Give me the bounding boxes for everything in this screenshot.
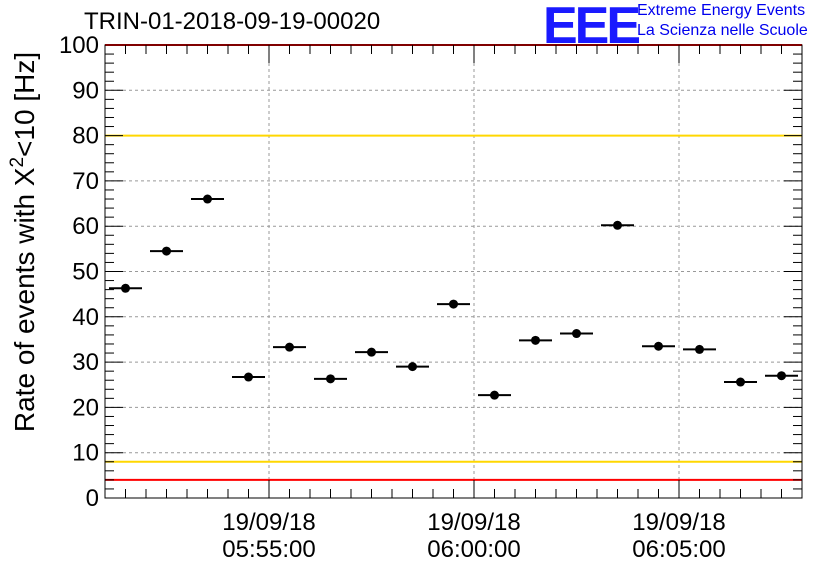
y-axis-label: Rate of events with X2<10 [Hz] — [7, 52, 40, 432]
y-tick-label: 0 — [86, 485, 99, 512]
logo-text-line1: Extreme Energy Events — [637, 2, 806, 19]
data-point — [736, 377, 745, 387]
data-point — [613, 220, 622, 230]
x-tick-labels: 19/09/1805:55:0019/09/1806:00:0019/09/18… — [222, 509, 725, 563]
data-point — [162, 246, 171, 256]
x-tick-date: 19/09/18 — [632, 509, 725, 536]
y-tick-label: 20 — [72, 394, 99, 421]
y-tick-label: 80 — [72, 123, 99, 150]
data-point — [367, 347, 376, 357]
data-point — [326, 374, 335, 384]
y-tick-label: 40 — [72, 304, 99, 331]
run-title: TRIN-01-2018-09-19-00020 — [84, 8, 381, 35]
data-point — [654, 341, 663, 351]
data-point — [408, 362, 417, 372]
reference-lines — [105, 44, 802, 481]
x-tick-date: 19/09/18 — [222, 509, 315, 536]
data-point — [490, 390, 499, 400]
x-tick-time: 05:55:00 — [222, 536, 315, 563]
y-tick-label: 50 — [72, 259, 99, 286]
data-point — [285, 342, 294, 352]
data-point — [777, 371, 786, 381]
x-tick-time: 06:05:00 — [632, 536, 725, 563]
data-points — [109, 194, 798, 400]
logo-text-line2: La Scienza nelle Scuole — [637, 22, 808, 39]
x-tick-time: 06:00:00 — [427, 536, 520, 563]
y-tick-label: 90 — [72, 77, 99, 104]
y-tick-label: 10 — [72, 440, 99, 467]
data-point — [572, 329, 581, 339]
y-tick-label: 100 — [59, 32, 99, 59]
y-tick-label: 30 — [72, 349, 99, 376]
y-tick-labels: 0 10 20 30 40 50 60 70 80 90 100 — [59, 32, 99, 512]
axes — [104, 44, 803, 499]
data-point — [449, 299, 458, 309]
data-point — [695, 344, 704, 354]
data-point — [244, 372, 253, 382]
plot-frame — [104, 44, 803, 499]
data-point — [531, 335, 540, 345]
grid-lines — [105, 45, 802, 498]
x-tick-date: 19/09/18 — [427, 509, 520, 536]
y-tick-label: 70 — [72, 168, 99, 195]
y-tick-label: 60 — [72, 213, 99, 240]
data-point — [203, 194, 212, 204]
data-point — [121, 283, 130, 293]
